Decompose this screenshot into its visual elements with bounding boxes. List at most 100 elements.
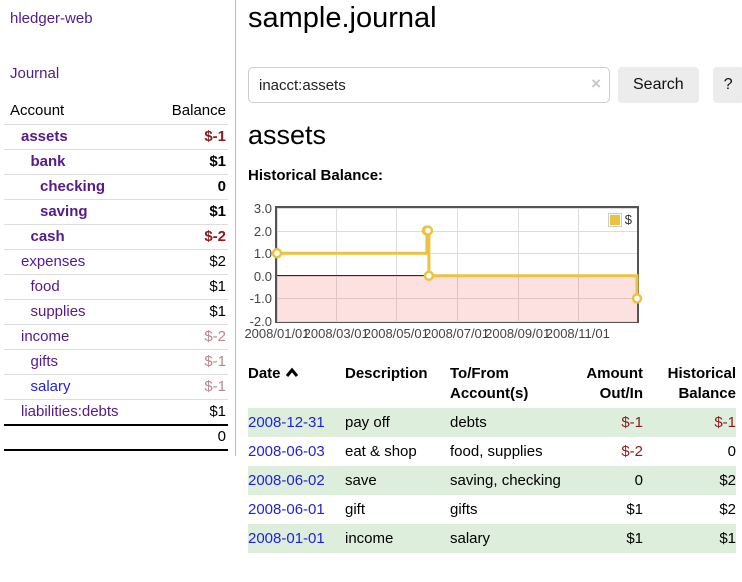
account-link-assets[interactable]: assets — [21, 128, 68, 145]
transaction-amount: $-1 — [621, 414, 643, 431]
transaction-description: pay off — [345, 414, 390, 431]
balance-column-header: Balance — [171, 102, 226, 119]
account-row: liabilities:debts $1 — [4, 399, 228, 426]
account-row: salary $-1 — [4, 374, 228, 400]
tofrom-column-header: To/From Account(s) — [450, 365, 529, 402]
app-brand-link[interactable]: hledger-web — [10, 10, 93, 27]
gridline — [336, 208, 338, 321]
sidebar-divider — [235, 0, 236, 456]
chart-label: Historical Balance: — [248, 167, 384, 184]
account-row: saving $1 — [4, 199, 228, 225]
account-balance: $1 — [209, 203, 226, 220]
account-balance: $2 — [209, 253, 226, 270]
legend-color-swatch — [607, 212, 622, 227]
register-table: Date Description To/From Account(s) Amou… — [248, 360, 736, 553]
register-header-row: Date Description To/From Account(s) Amou… — [248, 360, 736, 408]
historical-balance-chart: $ 3.0 2.0 1.0 0.0 -1.0 -2.0 2008/01/01 2008/03/… — [244, 198, 688, 348]
y-axis-tick-label: -1.0 — [249, 291, 272, 307]
search-form: × Search ? — [248, 67, 742, 103]
clear-search-icon[interactable]: × — [591, 74, 601, 93]
x-axis-tick-label: 2008/05/01 — [363, 326, 429, 341]
account-row: expenses $2 — [4, 249, 228, 275]
balance-step-line — [271, 225, 643, 304]
account-heading: assets — [248, 120, 327, 150]
y-axis-tick-label: 2.0 — [253, 223, 272, 239]
gridline — [277, 208, 278, 321]
sidebar-item-journal[interactable]: Journal — [10, 65, 60, 82]
help-button[interactable]: ? — [712, 67, 742, 103]
transaction-row: 2008-06-03 eat & shop food, supplies $-2 0 — [248, 437, 736, 466]
transaction-description: save — [345, 472, 377, 489]
transaction-row: 2008-06-02 save saving, checking 0 $2 — [248, 466, 736, 495]
gridline — [277, 230, 637, 232]
gridline — [277, 208, 637, 209]
transaction-date-link[interactable]: 2008-06-03 — [248, 443, 325, 460]
account-balance: $-1 — [204, 128, 226, 145]
transaction-row: 2008-12-31 pay off debts $-1 $-1 — [248, 408, 736, 437]
gridline — [396, 208, 398, 321]
gridline — [456, 208, 458, 321]
chart-legend: $ — [605, 211, 634, 228]
sort-ascending-icon — [285, 364, 299, 384]
search-button[interactable]: Search — [618, 67, 699, 103]
transaction-balance: $-1 — [714, 414, 736, 431]
transaction-row: 2008-06-01 gift gifts $1 $2 — [248, 495, 736, 524]
gridline — [577, 208, 579, 321]
y-axis-tick-label: 1.0 — [253, 246, 272, 262]
account-row: assets $-1 — [4, 124, 228, 150]
transaction-date-link[interactable]: 2008-12-31 — [248, 414, 325, 431]
transaction-balance: $2 — [719, 472, 736, 489]
account-row: supplies $1 — [4, 299, 228, 325]
amount-column-header: Amount Out/In — [586, 365, 643, 402]
transaction-balance: $2 — [719, 501, 736, 518]
y-axis-tick-label: 0.0 — [253, 268, 272, 284]
account-balance: $1 — [209, 303, 226, 320]
transaction-row: 2008-01-01 income salary $1 $1 — [248, 524, 736, 553]
account-link-bank[interactable]: bank — [30, 153, 66, 170]
account-link-supplies[interactable]: supplies — [30, 303, 86, 320]
account-link-gifts[interactable]: gifts — [30, 353, 59, 370]
transaction-balance: 0 — [727, 443, 736, 460]
account-link-cash[interactable]: cash — [30, 228, 65, 245]
account-link-checking[interactable]: checking — [40, 178, 106, 195]
accounts-table-header-row: Account Balance — [4, 98, 228, 125]
account-balance: $-1 — [204, 378, 226, 395]
account-row: income $-2 — [4, 324, 228, 350]
account-balance: 0 — [217, 178, 226, 195]
account-link-liabilities-debts[interactable]: liabilities:debts — [21, 403, 119, 420]
account-column-header: Account — [10, 102, 65, 119]
balance-column-header: Historical Balance — [667, 365, 736, 402]
account-link-food[interactable]: food — [30, 278, 60, 295]
gridline — [277, 321, 637, 322]
x-axis-tick-label: 2008/03/01 — [303, 326, 369, 341]
transaction-amount: $-2 — [621, 443, 643, 460]
x-axis-tick-label: 2008/07/01 — [423, 326, 490, 341]
search-input[interactable] — [248, 67, 610, 103]
account-row: gifts $-1 — [4, 349, 228, 375]
transaction-description: gift — [345, 501, 366, 518]
y-axis-tick-label: -2.0 — [249, 314, 272, 329]
transaction-date-link[interactable]: 2008-01-01 — [248, 530, 325, 547]
gridline — [277, 253, 637, 255]
transaction-date-link[interactable]: 2008-06-01 — [248, 501, 325, 518]
chart-plot-area[interactable]: $ — [271, 206, 643, 323]
account-row: bank $1 — [4, 149, 228, 175]
transaction-accounts: gifts — [450, 501, 478, 518]
transaction-date-link[interactable]: 2008-06-02 — [248, 472, 325, 489]
date-column-header[interactable]: Date — [248, 360, 345, 408]
gridline — [517, 208, 519, 321]
account-link-expenses[interactable]: expenses — [21, 253, 86, 270]
transaction-description: eat & shop — [345, 443, 417, 460]
account-link-salary[interactable]: salary — [30, 378, 71, 395]
gridline — [277, 298, 637, 300]
account-link-saving[interactable]: saving — [40, 203, 88, 220]
account-link-income[interactable]: income — [21, 328, 70, 345]
description-column-header: Description — [345, 365, 428, 382]
accounts-total-value: 0 — [217, 428, 226, 445]
below-zero-region — [277, 275, 637, 321]
account-balance: $-1 — [204, 353, 226, 370]
page-title: sample.journal — [248, 2, 437, 34]
accounts-table: Account Balance assets $-1 bank $1 checking 0… — [4, 98, 228, 451]
transaction-amount: $1 — [626, 530, 643, 547]
transaction-balance: $1 — [719, 530, 736, 547]
